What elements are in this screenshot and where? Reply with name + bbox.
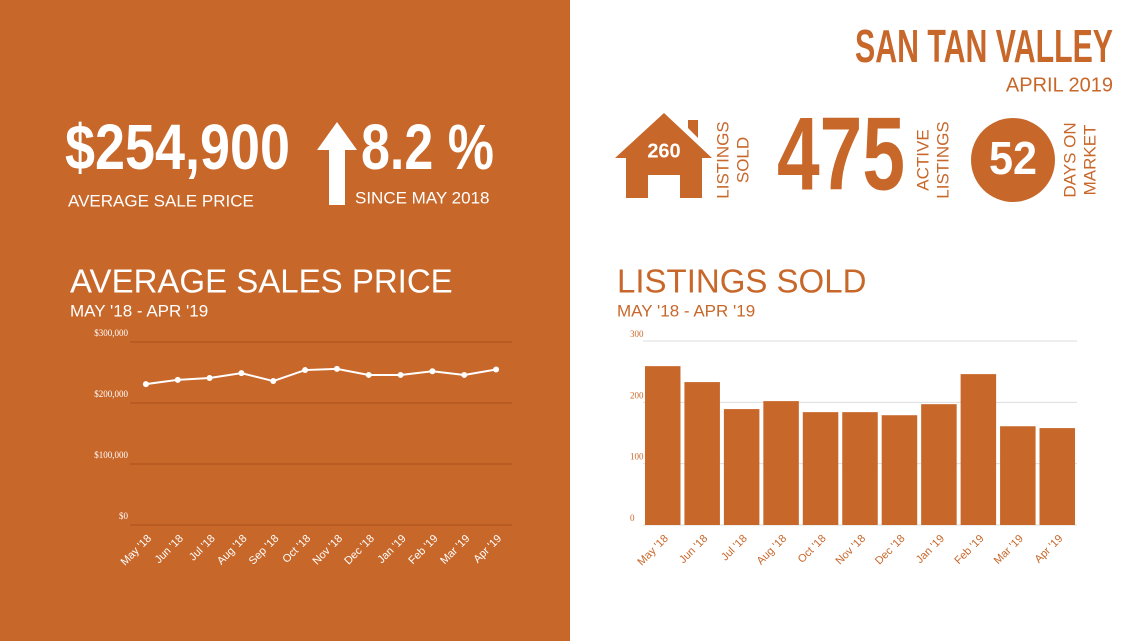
- price-change: 8.2 %: [361, 111, 494, 183]
- y-tick-label: $200,000: [94, 389, 128, 399]
- bar: [881, 415, 918, 525]
- line: [145, 367, 497, 386]
- point: [302, 367, 309, 374]
- average-price-label: AVERAGE SALE PRICE: [68, 191, 254, 210]
- active-listings-value: 475: [777, 96, 905, 212]
- listings-sold-label: LISTINGS: [713, 121, 732, 198]
- y-tick-label: $300,000: [94, 328, 128, 338]
- bar: [1000, 426, 1036, 525]
- bar: [842, 412, 878, 525]
- point: [270, 378, 277, 385]
- average-price: $254,900: [65, 111, 290, 183]
- bar: [684, 382, 720, 525]
- y-tick-label: $0: [119, 511, 129, 521]
- days-circle: [971, 118, 1055, 202]
- point: [429, 368, 436, 375]
- right-panel: [570, 0, 1140, 641]
- days-on-market-label: MARKET: [1080, 125, 1099, 196]
- y-tick-label: 100: [630, 452, 644, 462]
- y-tick-label: 200: [630, 390, 644, 400]
- bar: [921, 404, 957, 525]
- point: [397, 371, 404, 378]
- bar: [802, 412, 839, 525]
- bar: [644, 366, 681, 525]
- active-listings-label: ACTIVE: [913, 129, 932, 190]
- bar: [763, 401, 799, 525]
- point: [365, 371, 372, 378]
- chart-subtitle: MAY '18 - APR '19: [617, 301, 755, 320]
- listings-sold-value: 260: [647, 140, 680, 162]
- point: [461, 371, 468, 378]
- point: [238, 370, 245, 377]
- y-tick-label: 0: [630, 513, 635, 523]
- chart-subtitle: MAY '18 - APR '19: [70, 301, 208, 320]
- chart-title: LISTINGS SOLD: [617, 263, 866, 300]
- listings-sold-label: SOLD: [733, 137, 752, 183]
- point: [174, 376, 181, 383]
- bar: [723, 409, 760, 525]
- active-listings-label: LISTINGS: [933, 121, 952, 198]
- price-change-label: SINCE MAY 2018: [355, 188, 490, 207]
- report-date: APRIL 2019: [1006, 74, 1113, 96]
- house-icon: [615, 113, 712, 198]
- days-on-market-value: 52: [989, 132, 1037, 184]
- bar: [1039, 428, 1076, 525]
- point: [206, 374, 213, 381]
- point: [493, 366, 500, 373]
- days-on-market-label: DAYS ON: [1060, 122, 1079, 197]
- bar: [960, 374, 997, 525]
- y-tick-label: $100,000: [94, 450, 128, 460]
- chart-title: AVERAGE SALES PRICE: [70, 263, 453, 300]
- y-tick-label: 300: [630, 329, 644, 339]
- point: [333, 365, 340, 372]
- city: SAN TAN VALLEY: [855, 20, 1113, 72]
- point: [142, 381, 149, 388]
- left-panel: [0, 0, 570, 641]
- up-arrow: [317, 122, 357, 205]
